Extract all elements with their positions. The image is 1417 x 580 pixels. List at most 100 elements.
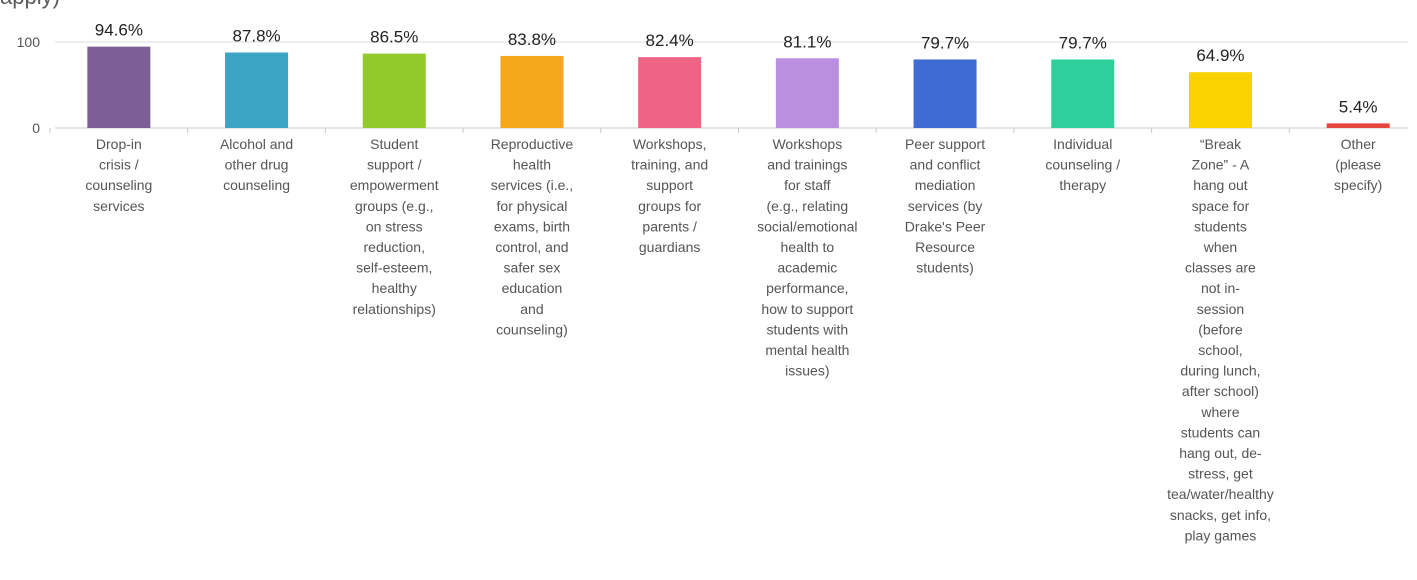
x-tick-label-line: empowerment — [350, 177, 439, 193]
x-tick-label-line: counseling) — [496, 321, 568, 337]
x-tick-label: Peer support and conflict mediation service… — [905, 136, 986, 276]
x-tick-label-line: Individual — [1053, 136, 1112, 152]
x-tick-label-line: students can — [1181, 424, 1260, 440]
x-tick-label-line: control, and — [495, 239, 568, 255]
x-tick-label-line: counseling — [85, 177, 152, 193]
x-tick-label-line: performance, — [766, 280, 848, 296]
x-tick-label-line: issues) — [785, 363, 829, 379]
bar — [500, 55, 564, 128]
x-tick-label-line: hang out, de- — [1179, 445, 1262, 461]
x-tick-label-line: (please — [1335, 157, 1381, 173]
bar — [362, 53, 426, 128]
x-tick-label-line: reduction, — [364, 239, 425, 255]
chart-title-fragment: apply) — [0, 0, 60, 10]
x-tick-label: “Break Zone” - A hang out space for students… — [1167, 136, 1274, 543]
x-tick-label: Workshops and trainings for staff (e.g., re… — [757, 136, 857, 379]
x-tick-label-line: on stress — [366, 218, 423, 234]
x-tick-label: Individual counseling / therapy — [1045, 136, 1120, 193]
x-tick-label-line: groups (e.g., — [355, 198, 434, 214]
data-label: 79.7% — [921, 33, 969, 52]
x-tick-label: Drop-in crisis / counseling services — [85, 136, 152, 214]
x-tick-label-line: health — [513, 157, 551, 173]
bar — [87, 46, 151, 129]
x-tick-label-line: other drug — [225, 157, 289, 173]
x-tick-label-line: (before — [1198, 321, 1243, 337]
x-tick-label-line: exams, birth — [494, 218, 570, 234]
x-tick-label: Reproductive health services (i.e., for phy… — [491, 136, 574, 337]
x-tick-label-line: Resource — [915, 239, 975, 255]
data-label: 79.7% — [1059, 33, 1107, 52]
x-tick-label-line: snacks, get info, — [1170, 507, 1271, 523]
bar — [1188, 72, 1252, 128]
bar — [1051, 59, 1115, 128]
x-tick-label-line: hang out — [1193, 177, 1248, 193]
data-label: 83.8% — [508, 30, 556, 49]
x-tick-label-line: for staff — [784, 177, 831, 193]
x-tick-label: Workshops, training, and support groups for… — [631, 136, 708, 255]
x-tick-label-line: Workshops, — [633, 136, 707, 152]
x-tick-label-line: Reproductive — [491, 136, 574, 152]
x-tick-label-line: Peer support — [905, 136, 985, 152]
x-tick-label-line: Workshops — [772, 136, 842, 152]
x-tick-label-line: services (by — [908, 198, 983, 214]
x-tick-label-line: Zone” - A — [1192, 157, 1250, 173]
x-tick-label-line: play games — [1185, 527, 1257, 543]
x-tick-label-line: “Break — [1200, 136, 1242, 152]
x-tick-label-line: for physical — [497, 198, 568, 214]
x-tick-label-line: Alcohol and — [220, 136, 293, 152]
data-label: 64.9% — [1196, 46, 1244, 65]
x-tick-label-line: (e.g., relating — [766, 198, 848, 214]
x-tick-label-line: guardians — [639, 239, 701, 255]
data-label: 5.4% — [1339, 97, 1378, 116]
x-tick-label-line: session — [1197, 301, 1244, 317]
x-tick-label-line: therapy — [1059, 177, 1106, 193]
data-label: 87.8% — [232, 26, 280, 45]
x-tick-label-line: during lunch, — [1180, 363, 1260, 379]
data-label: 81.1% — [783, 32, 831, 51]
x-tick-label-line: services (i.e., — [491, 177, 573, 193]
x-tick-label-line: safer sex — [504, 260, 561, 276]
bar — [1326, 123, 1390, 128]
x-tick-label-line: Drake's Peer — [905, 218, 986, 234]
x-tick-label-line: tea/water/healthy — [1167, 486, 1274, 502]
y-tick-label: 100 — [17, 34, 41, 50]
data-label: 94.6% — [95, 21, 143, 40]
x-tick-label-line: training, and — [631, 157, 708, 173]
x-tick-label-line: students) — [916, 260, 974, 276]
bar — [913, 59, 977, 128]
x-tick-label-line: students — [1194, 218, 1247, 234]
x-tick-label-line: counseling / — [1045, 157, 1120, 173]
y-tick-label: 0 — [32, 120, 40, 136]
bar — [225, 52, 289, 128]
x-tick-label-line: and trainings — [767, 157, 847, 173]
x-tick-label-line: and — [520, 301, 543, 317]
x-tick-label-line: groups for — [638, 198, 701, 214]
x-tick-label-line: Student — [370, 136, 418, 152]
bar — [638, 57, 702, 128]
x-tick-label-line: mediation — [915, 177, 976, 193]
x-tick-label-line: and conflict — [910, 157, 981, 173]
data-label: 82.4% — [646, 31, 694, 50]
x-tick-label-line: school, — [1198, 342, 1242, 358]
x-tick-label: Student support / empowerment groups (e.g.,… — [350, 136, 439, 317]
x-tick-label-line: students with — [766, 321, 848, 337]
x-tick-label-line: stress, get — [1188, 466, 1253, 482]
x-tick-label-line: social/emotional — [757, 218, 857, 234]
x-tick-label-line: how to support — [761, 301, 853, 317]
x-tick-label-line: parents / — [642, 218, 697, 234]
x-tick-label-line: self-esteem, — [356, 260, 432, 276]
x-tick-label-line: counseling — [223, 177, 290, 193]
x-tick-label-line: Other — [1341, 136, 1376, 152]
x-tick-label-line: specify) — [1334, 177, 1382, 193]
x-tick-label-line: education — [502, 280, 563, 296]
x-tick-label-line: crisis / — [99, 157, 139, 173]
x-tick-label-line: health to — [780, 239, 834, 255]
x-tick-label-line: space for — [1192, 198, 1250, 214]
x-tick-label-line: when — [1203, 239, 1237, 255]
x-tick-label-line: academic — [777, 260, 837, 276]
x-tick-label-line: not in- — [1201, 280, 1240, 296]
x-tick-label: Alcohol and other drug counseling — [220, 136, 293, 193]
x-tick-label-line: mental health — [765, 342, 849, 358]
x-tick-label-line: where — [1200, 404, 1239, 420]
